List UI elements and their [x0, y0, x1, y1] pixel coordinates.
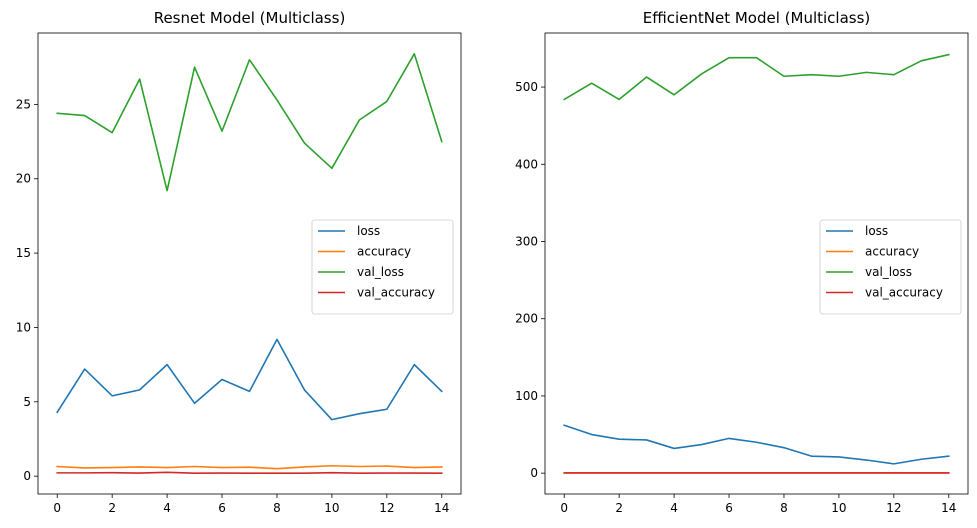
legend-label: accuracy [357, 245, 411, 259]
x-tick-label: 0 [53, 501, 61, 515]
series-line-val-accuracy [56, 471, 443, 474]
y-tick-label: 100 [515, 389, 538, 403]
chart-legend: loss accuracy val_loss val_accuracy [819, 219, 962, 315]
x-tick-label: 6 [725, 501, 733, 515]
legend-label: accuracy [865, 245, 919, 259]
y-tick-label: 15 [16, 246, 31, 260]
legend-label: loss [357, 224, 380, 238]
x-tick-label: 8 [273, 501, 281, 515]
chart-title: Resnet Model (Multiclass) [154, 9, 346, 27]
y-tick-label: 500 [515, 80, 538, 94]
legend-label: val_accuracy [357, 286, 435, 300]
x-tick-label: 12 [886, 501, 901, 515]
x-tick-label: 2 [615, 501, 623, 515]
series-line-loss [56, 338, 443, 421]
y-tick-label: 200 [515, 312, 538, 326]
y-tick-label: 20 [16, 172, 31, 186]
series-line-loss [563, 424, 950, 465]
x-tick-label: 10 [324, 501, 339, 515]
legend-label: val_loss [865, 265, 912, 279]
x-tick-label: 10 [831, 501, 846, 515]
legend-box [311, 219, 454, 315]
y-tick-label: 5 [23, 395, 31, 409]
x-tick-label: 8 [780, 501, 788, 515]
plot-frame [37, 32, 462, 495]
legend-box [819, 219, 962, 315]
chart-legend: loss accuracy val_loss val_accuracy [311, 219, 454, 315]
x-tick-label: 4 [163, 501, 171, 515]
plot-frame [544, 32, 969, 495]
x-tick-label: 14 [434, 501, 449, 515]
legend-label: val_loss [357, 265, 404, 279]
chart-panel-2: EfficientNet Model (Multiclass) 0 2 4 6 8 10 12… [515, 9, 969, 515]
x-tick-label: 0 [560, 501, 568, 515]
x-tick-label: 4 [670, 501, 678, 515]
legend-label: val_accuracy [865, 286, 943, 300]
y-tick-label: 10 [16, 320, 31, 334]
y-tick-label: 300 [515, 234, 538, 248]
chart-panel-1: Resnet Model (Multiclass) 0 2 4 6 8 10 12 14 0 5 10… [16, 9, 462, 515]
series-line-val-loss [56, 53, 443, 192]
x-tick-label: 6 [218, 501, 226, 515]
legend-label: loss [865, 224, 888, 238]
y-tick-label: 0 [23, 469, 31, 483]
y-tick-label: 400 [515, 157, 538, 171]
chart-title: EfficientNet Model (Multiclass) [643, 9, 871, 27]
y-tick-label: 25 [16, 97, 31, 111]
y-tick-label: 0 [530, 466, 538, 480]
series-line-val-loss [563, 53, 950, 101]
x-tick-label: 14 [941, 501, 956, 515]
x-tick-label: 2 [108, 501, 116, 515]
series-line-accuracy [56, 464, 443, 470]
x-tick-label: 12 [379, 501, 394, 515]
